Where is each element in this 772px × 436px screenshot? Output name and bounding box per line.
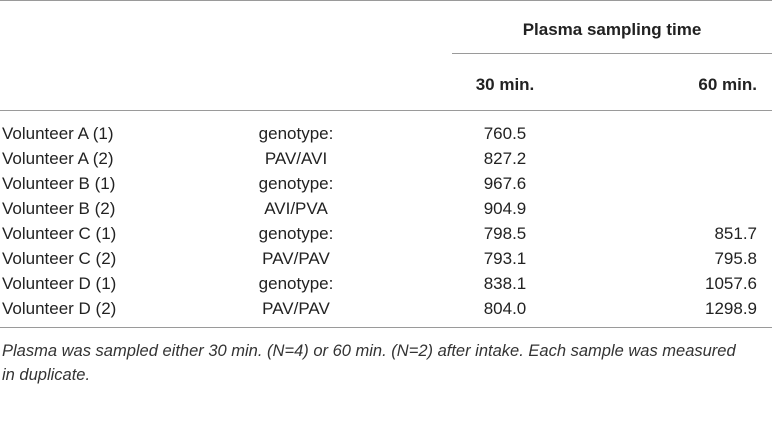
value-30-min: 760.5 <box>483 124 527 143</box>
value-30-min: 804.0 <box>483 299 527 318</box>
value-60-min: 851.7 <box>714 224 757 243</box>
header-rule <box>0 110 772 111</box>
footnote: Plasma was sampled either 30 min. (N=4) … <box>2 342 736 384</box>
volunteer: Volunteer C (1) <box>2 224 117 243</box>
value-30-min: 798.5 <box>483 224 527 243</box>
genotype: genotype: <box>258 274 334 293</box>
value-60-min: 1298.9 <box>705 299 757 318</box>
genotype: PAV/PAV <box>262 249 330 268</box>
volunteer: Volunteer A (1) <box>2 124 114 143</box>
top-rule <box>0 0 772 1</box>
volunteer: Volunteer D (1) <box>2 274 117 293</box>
value-30-min: 838.1 <box>483 274 527 293</box>
volunteer: Volunteer B (2) <box>2 199 116 218</box>
column-header: 30 min. <box>475 75 535 94</box>
genotype: genotype: <box>258 174 334 193</box>
genotype: genotype: <box>258 124 334 143</box>
value-30-min: 793.1 <box>483 249 527 268</box>
volunteer: Volunteer C (2) <box>2 249 117 268</box>
value-60-min: 795.8 <box>714 249 757 268</box>
bottom-rule <box>0 327 772 328</box>
genotype: PAV/AVI <box>264 149 328 168</box>
genotype: PAV/PAV <box>262 299 330 318</box>
value-30-min: 827.2 <box>483 149 527 168</box>
volunteer: Volunteer B (1) <box>2 174 116 193</box>
column-header: 60 min. <box>698 75 757 94</box>
group-rule <box>452 53 772 54</box>
volunteer: Volunteer A (2) <box>2 149 114 168</box>
value-60-min: 1057.6 <box>705 274 757 293</box>
value-30-min: 904.9 <box>483 199 527 218</box>
genotype: AVI/PVA <box>264 199 328 218</box>
genotype: genotype: <box>258 224 334 243</box>
group-header: Plasma sampling time <box>522 20 702 39</box>
value-30-min: 967.6 <box>483 174 527 193</box>
volunteer: Volunteer D (2) <box>2 299 117 318</box>
